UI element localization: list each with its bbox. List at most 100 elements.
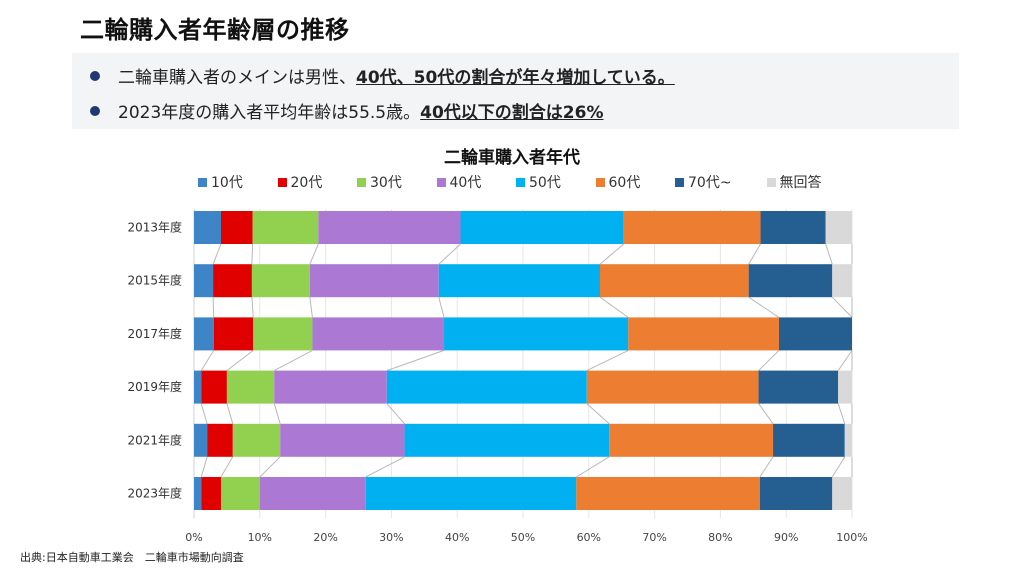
series-line <box>748 296 780 318</box>
series-line <box>759 456 774 478</box>
bar-segment-50代-2017年度 <box>444 317 629 351</box>
series-line <box>212 243 222 265</box>
y-category-label: 2019年度 <box>127 379 182 394</box>
bar-segment-20代-2015年度 <box>213 264 252 298</box>
y-category-label: 2021年度 <box>127 432 182 447</box>
bar-segment-無回答-2023年度 <box>832 477 852 510</box>
bar-segment-40代-2015年度 <box>309 264 439 298</box>
bar-segment-40代-2017年度 <box>312 317 445 351</box>
bar-segment-20代-2019年度 <box>201 370 227 404</box>
series-line <box>586 403 610 425</box>
series-line <box>837 350 853 371</box>
bar-segment-30代-2013年度 <box>252 211 319 244</box>
bar-segment-70代~-2013年度 <box>760 211 826 244</box>
legend-item: 20代 <box>277 172 323 192</box>
legend-item: 10代 <box>198 172 243 192</box>
bar-segment-20代-2013年度 <box>220 211 253 244</box>
legend-swatch-icon <box>595 177 605 187</box>
bar-segment-40代-2021年度 <box>280 423 405 457</box>
legend-swatch-icon <box>198 177 207 187</box>
bar-segment-10代-2019年度 <box>194 370 202 404</box>
legend-label: 70代~ <box>688 175 732 191</box>
bar-segment-50代-2019年度 <box>386 370 587 404</box>
bar-segment-10代-2015年度 <box>194 264 214 298</box>
y-category-label: 2015年度 <box>127 273 182 288</box>
series-line <box>748 243 761 265</box>
series-line <box>200 350 215 371</box>
legend-swatch-icon <box>766 177 776 187</box>
x-tick-label: 0% <box>185 531 202 544</box>
x-tick-label: 20% <box>313 531 337 544</box>
series-line <box>386 349 445 372</box>
bar-segment-無回答-2013年度 <box>825 211 852 244</box>
bar-segment-10代-2021年度 <box>194 423 208 457</box>
series-line <box>576 456 610 478</box>
summary-bullet-2: 2023年度の購入者平均年齢は55.5歳。40代以下の割合は26% <box>90 98 603 123</box>
series-line <box>309 297 313 318</box>
series-line <box>831 296 853 318</box>
bar-segment-50代-2013年度 <box>460 211 624 244</box>
legend-swatch-icon <box>436 177 446 187</box>
legend-swatch-icon <box>675 177 684 187</box>
bullet-2-emphasis: 40代以下の割合は26% <box>420 103 604 123</box>
x-tick-label: 50% <box>511 531 535 544</box>
x-tick-label: 40% <box>445 531 469 544</box>
bar-segment-30代-2019年度 <box>226 370 275 404</box>
bar-segment-20代-2017年度 <box>213 317 254 351</box>
series-line <box>259 456 281 478</box>
x-tick-label: 100% <box>836 531 867 544</box>
y-category-label: 2023年度 <box>127 486 182 501</box>
legend-label: 50代 <box>529 175 561 191</box>
x-tick-label: 90% <box>774 531 798 544</box>
legend-item: 50代 <box>516 172 561 192</box>
series-line <box>226 350 254 371</box>
bar-segment-10代-2023年度 <box>194 477 202 510</box>
x-tick-label: 30% <box>379 531 403 544</box>
bar-segment-60代-2013年度 <box>623 211 761 244</box>
series-line <box>837 403 846 424</box>
series-line <box>273 403 281 424</box>
series-line <box>438 243 461 265</box>
legend-swatch-icon <box>516 177 525 187</box>
series-line <box>220 456 234 478</box>
legend-item: 無回答 <box>766 172 822 192</box>
bar-segment-無回答-2021年度 <box>844 423 852 457</box>
series-line <box>365 456 405 478</box>
bullet-dot-icon <box>90 71 100 81</box>
bullet-1-text: 二輪車購入者のメインは男性、 <box>118 68 356 88</box>
bar-segment-50代-2021年度 <box>404 423 610 457</box>
bar-segment-40代-2013年度 <box>318 211 461 244</box>
series-line <box>599 296 629 318</box>
series-line <box>274 349 313 372</box>
bar-segment-60代-2021年度 <box>609 423 774 457</box>
bar-segment-無回答-2015年度 <box>832 264 852 298</box>
legend-swatch-icon <box>357 177 366 187</box>
series-line <box>200 456 208 478</box>
summary-bullet-1: 二輪車購入者のメインは男性、40代、50代の割合が年々増加している。 <box>90 63 675 88</box>
bar-segment-60代-2019年度 <box>586 370 759 404</box>
legend-label: 20代 <box>290 175 323 191</box>
bullet-1-emphasis: 40代、50代の割合が年々増加している。 <box>356 68 675 88</box>
bar-segment-70代~-2019年度 <box>758 370 839 404</box>
series-line <box>226 403 234 424</box>
bar-segment-30代-2021年度 <box>232 423 281 457</box>
series-line <box>758 403 774 425</box>
x-tick-label: 60% <box>577 531 601 544</box>
chart-title: 二輪車購入者年代 <box>444 148 580 168</box>
legend-label: 30代 <box>370 175 402 191</box>
series-line <box>251 243 254 265</box>
bar-segment-60代-2023年度 <box>576 477 760 510</box>
y-category-label: 2017年度 <box>127 326 182 341</box>
legend-item: 40代 <box>436 172 481 192</box>
x-tick-label: 10% <box>248 531 272 544</box>
bar-segment-20代-2023年度 <box>201 477 221 510</box>
bar-segment-30代-2017年度 <box>253 317 313 351</box>
bullet-dot-icon <box>90 106 100 116</box>
bar-segment-20代-2021年度 <box>207 423 233 457</box>
y-category-label: 2013年度 <box>127 220 182 235</box>
summary-box: 二輪車購入者のメインは男性、40代、50代の割合が年々増加している。 2023年… <box>72 53 959 129</box>
bar-segment-10代-2017年度 <box>194 317 214 351</box>
series-line <box>251 297 254 318</box>
bar-segment-30代-2023年度 <box>220 477 260 510</box>
bullet-2-text: 2023年度の購入者平均年齢は55.5歳。 <box>118 103 421 123</box>
